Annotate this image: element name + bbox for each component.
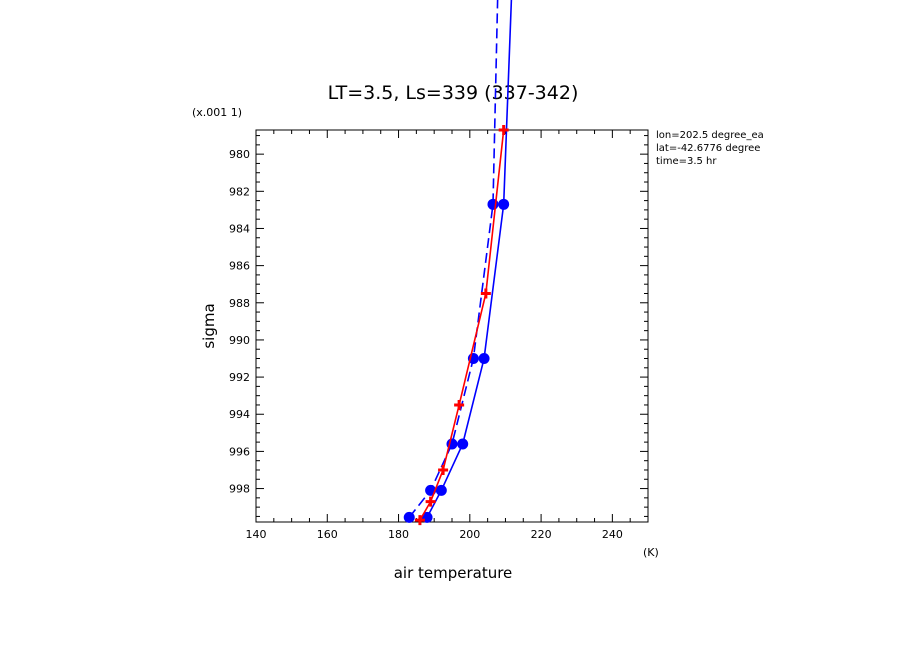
y-tick-label: 988 — [229, 297, 250, 310]
series-marker-plus — [454, 399, 465, 410]
y-tick-label: 998 — [229, 483, 250, 496]
series-marker-circle — [435, 484, 447, 496]
series-marker-plus — [425, 496, 436, 507]
chart-title: LT=3.5, Ls=339 (337-342) — [328, 82, 579, 104]
series-marker-circle — [487, 198, 499, 210]
x-tick-label: 220 — [531, 528, 552, 541]
x-tick-label: 140 — [246, 528, 267, 541]
series-marker-plus — [498, 125, 509, 135]
series-marker-plus — [414, 515, 425, 526]
series-line-3 — [419, 129, 505, 521]
y-tick-label: 996 — [229, 445, 250, 458]
x-tick-label: 200 — [459, 528, 480, 541]
series-marker-plus — [480, 288, 491, 299]
series-line-1 — [408, 0, 499, 518]
y-scale-note: (x.001 1) — [192, 106, 242, 119]
plot-area: 140 160 180 200 220 240 980 982 984 986 988 990 992 9… — [229, 0, 649, 541]
y-tick-label: 992 — [229, 371, 250, 384]
y-tick-label: 984 — [229, 222, 250, 235]
info-line-lon: lon=202.5 degree_ea — [656, 130, 764, 141]
series-marker-circle — [498, 198, 510, 210]
x-tick-label: 240 — [602, 528, 623, 541]
series-marker-circle — [403, 511, 415, 523]
series-marker-plus — [438, 464, 449, 475]
x-axis-units: (K) — [643, 546, 659, 559]
series-marker-circle — [457, 438, 469, 450]
y-tick-label: 994 — [229, 408, 250, 421]
x-tick-label: 180 — [388, 528, 409, 541]
series-group — [403, 0, 513, 526]
series-line-2 — [426, 0, 513, 518]
y-tick-label: 990 — [229, 334, 250, 347]
y-tick-label: 982 — [229, 185, 250, 198]
info-box: lon=202.5 degree_ea lat=-42.6776 degree … — [656, 130, 764, 167]
y-tick-label: 980 — [229, 148, 250, 161]
series-marker-circle — [478, 353, 490, 365]
x-axis-label: air temperature — [394, 564, 513, 582]
info-line-lat: lat=-42.6776 degree — [656, 143, 760, 154]
y-axis-label: sigma — [200, 303, 218, 348]
y-tick-label: 986 — [229, 260, 250, 273]
info-line-time: time=3.5 hr — [656, 156, 717, 167]
x-tick-label: 160 — [317, 528, 338, 541]
plot-frame — [255, 129, 649, 523]
